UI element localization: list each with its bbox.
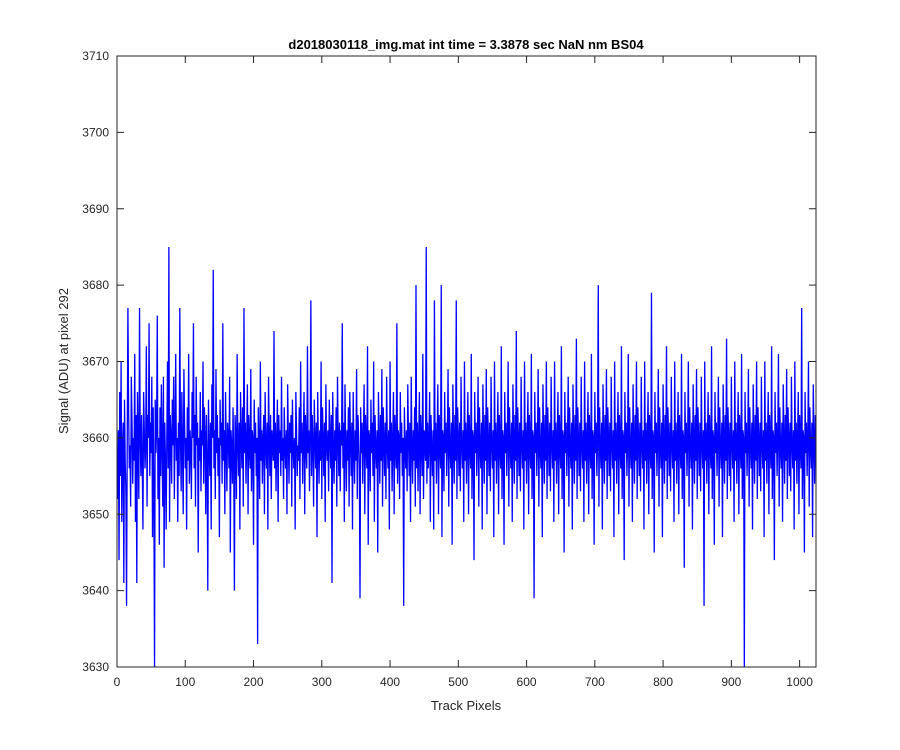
y-tick-label: 3700 [82,125,109,139]
x-tick-label: 900 [721,675,741,689]
y-tick-label: 3650 [82,507,109,521]
x-tick-label: 800 [653,675,673,689]
y-tick-label: 3680 [82,278,109,292]
x-axis-label: Track Pixels [431,698,502,713]
x-tick-label: 0 [114,675,121,689]
series-layer [117,246,816,667]
y-tick-label: 3640 [82,584,109,598]
series-line-1 [117,246,816,667]
plot-area [117,56,816,667]
x-tick-label: 300 [312,675,332,689]
x-tick-label: 100 [175,675,195,689]
y-tick-label: 3630 [82,660,109,674]
x-tick-label: 400 [380,675,400,689]
x-tick-label: 600 [517,675,537,689]
y-tick-label: 3660 [82,431,109,445]
x-tick-label: 200 [244,675,264,689]
chart-title: d2018030118_img.mat int time = 3.3878 se… [288,37,644,52]
y-tick-label: 3690 [82,202,109,216]
x-tick-label: 500 [448,675,468,689]
tick-layer: 0 100 200 300 400 500 600 700 800 900 1000 3630 3640… [82,49,816,689]
x-tick-label: 700 [585,675,605,689]
y-tick-label: 3670 [82,355,109,369]
y-tick-label: 3710 [82,49,109,63]
y-axis-label: Signal (ADU) at pixel 292 [56,288,71,434]
x-tick-label: 1000 [786,675,813,689]
